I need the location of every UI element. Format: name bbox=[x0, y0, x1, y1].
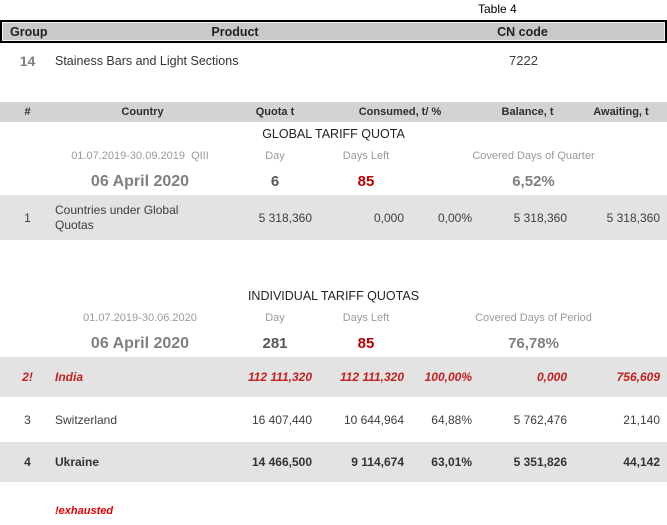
spacer bbox=[0, 482, 667, 505]
product-row: 14 Stainess Bars and Light Sections 7222 bbox=[0, 43, 667, 78]
country-name: Ukraine bbox=[55, 454, 100, 469]
global-day-value: 6 bbox=[270, 173, 280, 190]
quota-value: 14 466,500 bbox=[251, 455, 312, 469]
individual-covered-label: Covered Days of Period bbox=[475, 312, 592, 324]
quota-value: 5 318,360 bbox=[258, 210, 312, 225]
global-day-label: Day bbox=[265, 150, 285, 162]
individual-period-values: 06 April 2020 281 85 76,78% bbox=[0, 330, 667, 357]
row-number: 4 bbox=[24, 455, 31, 469]
individual-section-title: INDIVIDUAL TARIFF QUOTAS bbox=[247, 289, 420, 303]
caption-row: Table 4 bbox=[0, 0, 667, 18]
row-number: 3 bbox=[24, 413, 31, 427]
country-name: Countries under Global Quotas bbox=[55, 202, 179, 232]
global-period-labels: 01.07.2019-30.09.2019 QIII Day Days Left… bbox=[0, 144, 667, 168]
consumed-pct-value: 0,00% bbox=[437, 210, 472, 225]
awaiting-value: 44,142 bbox=[623, 455, 660, 469]
header-cn-code: CN code bbox=[497, 24, 548, 39]
global-date: 06 April 2020 bbox=[90, 172, 190, 190]
awaiting-value: 5 318,360 bbox=[606, 210, 660, 225]
header-num: # bbox=[24, 106, 31, 118]
header-consumed: Consumed, t/ % bbox=[358, 106, 442, 118]
product-table-header: Group Product CN code bbox=[0, 20, 667, 43]
global-period-values: 06 April 2020 6 85 6,52% bbox=[0, 168, 667, 195]
consumed-pct-value: 100,00% bbox=[424, 370, 472, 384]
consumed-t-value: 10 644,964 bbox=[343, 413, 404, 427]
product-name: Stainess Bars and Light Sections bbox=[55, 53, 239, 68]
consumed-t-value: 0,000 bbox=[373, 210, 404, 225]
exhausted-footnote: !exhausted bbox=[55, 505, 114, 517]
header-awaiting: Awaiting, t bbox=[593, 106, 649, 118]
global-covered-label: Covered Days of Quarter bbox=[472, 150, 595, 162]
row-number: 1 bbox=[24, 210, 31, 225]
row-number: 2! bbox=[22, 370, 33, 384]
individual-period-labels: 01.07.2019-30.06.2020 Day Days Left Cove… bbox=[0, 306, 667, 330]
table-row-global-quotas: 1 Countries under Global Quotas 5 318,36… bbox=[0, 195, 667, 240]
individual-days-left-label: Days Left bbox=[342, 312, 390, 324]
country-name: Switzerland bbox=[55, 412, 118, 427]
individual-period: 01.07.2019-30.06.2020 bbox=[83, 312, 197, 324]
header-country: Country bbox=[121, 106, 164, 118]
individual-day-label: Day bbox=[265, 312, 285, 324]
spacer bbox=[0, 240, 667, 284]
balance-value: 5 762,476 bbox=[513, 413, 567, 427]
consumed-t-value: 9 114,674 bbox=[351, 455, 404, 469]
consumed-pct-value: 64,88% bbox=[431, 413, 472, 427]
global-days-left-value: 85 bbox=[357, 173, 375, 190]
awaiting-value: 756,609 bbox=[616, 370, 660, 384]
awaiting-value: 21,140 bbox=[623, 413, 660, 427]
global-section-title: GLOBAL TARIFF QUOTA bbox=[262, 127, 405, 141]
consumed-pct-value: 63,01% bbox=[431, 455, 472, 469]
group-number: 14 bbox=[19, 52, 36, 69]
balance-value: 0,000 bbox=[536, 370, 567, 384]
header-quota: Quota t bbox=[255, 106, 295, 118]
individual-covered-value: 76,78% bbox=[508, 335, 559, 352]
table-row-switzerland: 3 Switzerland 16 407,440 10 644,964 64,8… bbox=[0, 401, 667, 439]
table-row-ukraine: 4 Ukraine 14 466,500 9 114,674 63,01% 5 … bbox=[0, 442, 667, 482]
header-balance: Balance, t bbox=[501, 106, 554, 118]
country-name: India bbox=[55, 369, 84, 384]
table-caption: Table 4 bbox=[478, 2, 517, 16]
quota-table-header: # Country Quota t Consumed, t/ % Balance… bbox=[0, 102, 667, 122]
individual-date: 06 April 2020 bbox=[90, 334, 190, 352]
spacer bbox=[0, 78, 667, 102]
global-period: 01.07.2019-30.09.2019 QIII bbox=[71, 150, 209, 162]
global-covered-value: 6,52% bbox=[512, 173, 555, 190]
quota-value: 16 407,440 bbox=[251, 413, 312, 427]
quota-value: 112 111,320 bbox=[247, 370, 312, 384]
balance-value: 5 318,360 bbox=[513, 210, 567, 225]
header-group: Group bbox=[10, 24, 48, 39]
consumed-t-value: 112 111,320 bbox=[339, 370, 404, 384]
table-row-india-exhausted: 2! India 112 111,320 112 111,320 100,00%… bbox=[0, 357, 667, 397]
individual-days-left-value: 85 bbox=[357, 335, 375, 352]
global-days-left-label: Days Left bbox=[342, 150, 390, 162]
header-product: Product bbox=[211, 24, 259, 39]
cn-code-value: 7222 bbox=[509, 53, 538, 68]
individual-day-value: 281 bbox=[262, 335, 288, 352]
balance-value: 5 351,826 bbox=[513, 455, 567, 469]
